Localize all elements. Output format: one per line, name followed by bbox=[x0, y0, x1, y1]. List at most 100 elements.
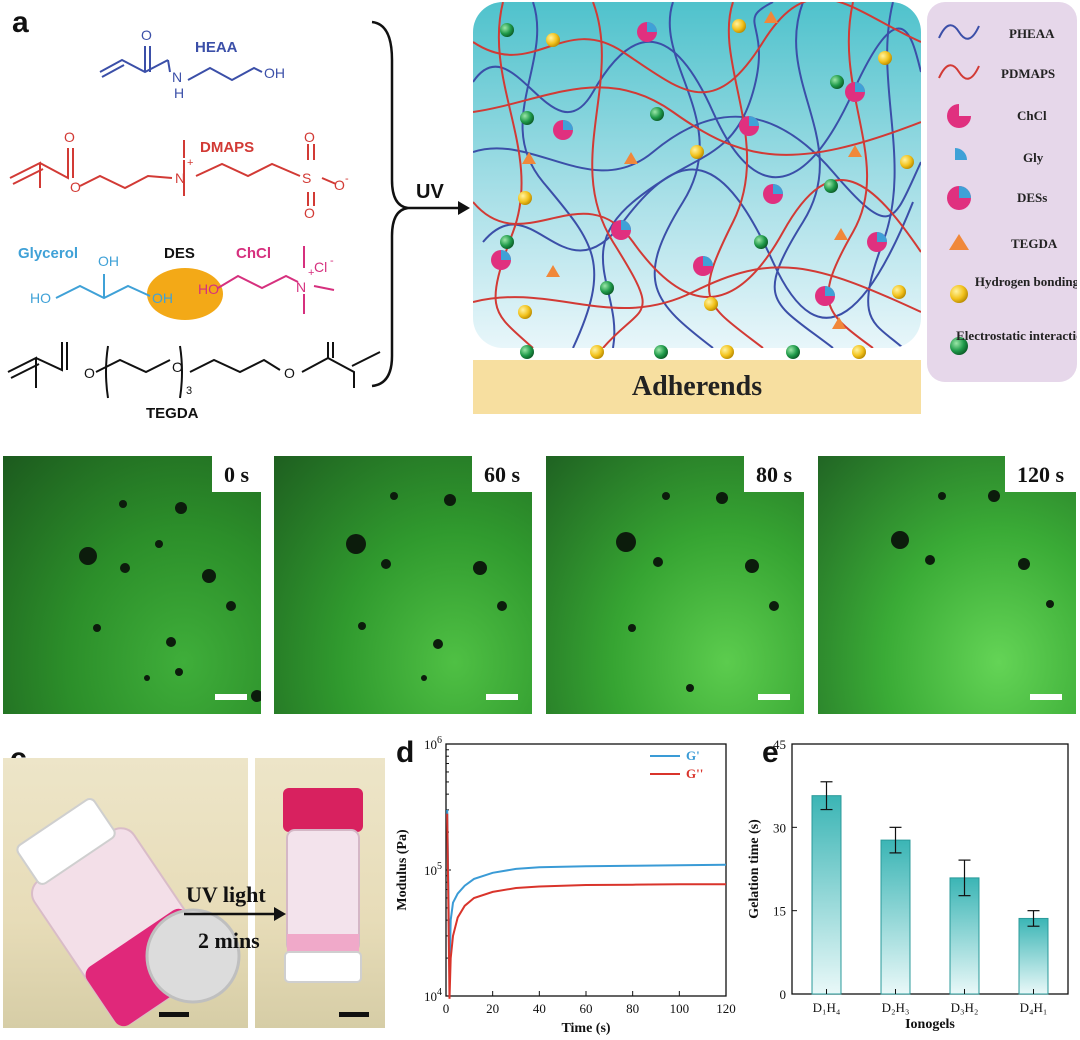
legend-gly-label: Gly bbox=[1023, 150, 1044, 165]
legend-pdmaps-label: PDMAPS bbox=[1001, 66, 1055, 81]
uv-label: UV bbox=[416, 181, 444, 203]
heaa-nitrogen-atom: N bbox=[172, 69, 182, 85]
micrograph-80s: 80 s bbox=[546, 456, 804, 714]
y-axis-label: Modulus (Pa) bbox=[395, 829, 410, 911]
x-tick-label-1: D₁H₄ bbox=[813, 1000, 841, 1015]
curly-brace bbox=[371, 20, 409, 388]
micrograph-60s-time: 60 s bbox=[471, 456, 532, 492]
chcl-structure bbox=[217, 246, 335, 314]
x-axis-label: Ionogels bbox=[905, 1017, 955, 1032]
network-nodes bbox=[491, 11, 914, 359]
legend-des-label: DESs bbox=[1017, 190, 1047, 205]
dmaps-sulfur: S bbox=[302, 170, 311, 186]
y-tick-label: 30 bbox=[773, 820, 786, 835]
micrograph-60s: 60 s bbox=[274, 456, 532, 714]
gelation-time-chart: 0 15 30 45 D₁H₄ D₂H₃ D₃H₂ D₄H₁ Ionogels Gelation … bbox=[747, 737, 1069, 1032]
photo-after-uv-scene bbox=[283, 788, 369, 1017]
micrograph-0s-scalebar bbox=[215, 694, 247, 700]
plot-frame bbox=[791, 743, 1069, 995]
hydrogen-bond-nodes bbox=[518, 19, 914, 359]
legend-hydrogen-label: Hydrogen bonding bbox=[975, 274, 1077, 289]
dmaps-sulfonyl-oxygen-bottom: O bbox=[304, 205, 315, 221]
uv-light-annotation: UV light 2 mins bbox=[184, 882, 286, 953]
glycerol-label: Glycerol bbox=[18, 245, 78, 262]
tegda-oxygen-2: O bbox=[172, 359, 183, 375]
electrostatic-nodes bbox=[500, 23, 844, 359]
pheaa-chains bbox=[473, 2, 921, 348]
dmaps-label: DMAPS bbox=[200, 139, 254, 156]
dmaps-structure bbox=[9, 140, 337, 206]
micrograph-60s-scalebar bbox=[486, 694, 518, 700]
bar-1 bbox=[811, 795, 842, 995]
uv-arrow-head bbox=[458, 201, 470, 215]
y-tick-label: 106 bbox=[424, 735, 442, 752]
bar-4 bbox=[1018, 917, 1049, 995]
chcl-label: ChCl bbox=[236, 245, 271, 262]
y-tick-label: 15 bbox=[773, 904, 786, 919]
y-tick-label: 105 bbox=[424, 861, 442, 878]
network-legend: PHEAA PDMAPS ChCl Gly DESs TEGDA Hydroge… bbox=[927, 2, 1080, 382]
legend-electrostatic-label: Electrostatic interaction bbox=[956, 328, 1077, 343]
network-svg bbox=[473, 2, 921, 348]
polymer-network-illustration bbox=[473, 2, 921, 348]
dmaps-ester-oxygen: O bbox=[70, 179, 81, 195]
micrograph-120s-scalebar bbox=[1030, 694, 1062, 700]
micrograph-60s-pores bbox=[346, 492, 507, 681]
micrograph-0s-pores bbox=[79, 500, 261, 702]
chcl-nitrogen: N bbox=[296, 279, 306, 295]
micrograph-120s: 120 s bbox=[818, 456, 1076, 714]
micrograph-0s: 0 s bbox=[3, 456, 261, 714]
des-pie-nodes bbox=[491, 22, 887, 306]
x-tick-label: 40 bbox=[533, 1001, 546, 1016]
tegda-oxygen-1: O bbox=[84, 365, 95, 381]
legend-label: G' bbox=[686, 748, 700, 763]
photo-after-uv bbox=[255, 758, 385, 1028]
y-axis-label: Gelation time (s) bbox=[747, 819, 762, 919]
photo-before-uv bbox=[3, 758, 248, 1028]
dmaps-carbonyl-oxygen: O bbox=[64, 129, 75, 145]
series-line-loss-modulus bbox=[446, 813, 726, 999]
chcl-positive-charge: + bbox=[308, 267, 314, 279]
micrograph-80s-scalebar bbox=[758, 694, 790, 700]
x-tick-label: 0 bbox=[443, 1001, 450, 1016]
glycerol-hydroxyl-3: OH bbox=[152, 290, 173, 306]
heaa-label: HEAA bbox=[195, 39, 238, 56]
panel-e-label: e bbox=[762, 736, 779, 769]
glycerol-hydroxyl-2: OH bbox=[98, 253, 119, 269]
chcl-negative-charge: - bbox=[330, 255, 334, 267]
uv-duration-label: 2 mins bbox=[198, 928, 260, 953]
heaa-hydroxyl: OH bbox=[264, 65, 285, 81]
x-tick-label: 120 bbox=[716, 1001, 736, 1016]
legend-tegda-symbol bbox=[949, 234, 969, 250]
glycerol-structure bbox=[55, 274, 151, 300]
legend-chcl-symbol bbox=[947, 104, 971, 128]
tegda-repeat-subscript: 3 bbox=[186, 385, 192, 397]
legend-svg: PHEAA PDMAPS ChCl Gly DESs TEGDA Hydroge… bbox=[938, 24, 1080, 355]
micrograph-0s-time: 0 s bbox=[211, 456, 261, 492]
x-tick-label-3: D₃H₂ bbox=[951, 1000, 979, 1015]
y-tick-label: 104 bbox=[424, 987, 442, 1004]
x-tick-label: 100 bbox=[670, 1001, 690, 1016]
x-tick-label-2: D₂H₃ bbox=[882, 1000, 910, 1015]
photo-before-scalebar bbox=[159, 1012, 189, 1017]
dmaps-sulfonyl-oxygen-top: O bbox=[304, 129, 315, 145]
tegda-crosslink-nodes bbox=[522, 11, 862, 329]
legend-label: G'' bbox=[686, 766, 703, 781]
bar-2 bbox=[880, 839, 911, 995]
dmaps-anionic-oxygen: O bbox=[334, 177, 345, 193]
dmaps-nitrogen: N bbox=[175, 170, 185, 186]
legend-des-symbol bbox=[947, 186, 971, 210]
modulus-time-chart: 0 20 40 60 80 100 120 104 105 106 Time (s) Modulus … bbox=[395, 735, 736, 1036]
des-label: DES bbox=[164, 245, 195, 262]
tegda-oxygen-3: O bbox=[284, 365, 295, 381]
uv-light-arrow-head bbox=[274, 907, 286, 921]
tegda-label: TEGDA bbox=[146, 405, 199, 422]
panel-a-label: a bbox=[12, 6, 29, 39]
y-tick-label: 45 bbox=[773, 737, 786, 752]
des-hydrogen-bond-ellipse bbox=[147, 268, 223, 320]
adherends-substrate: Adherends bbox=[473, 360, 921, 414]
x-tick-label: 20 bbox=[486, 1001, 499, 1016]
dmaps-positive-charge: + bbox=[187, 157, 193, 169]
micrograph-80s-pores bbox=[616, 492, 779, 692]
micrograph-120s-time: 120 s bbox=[1004, 456, 1076, 492]
